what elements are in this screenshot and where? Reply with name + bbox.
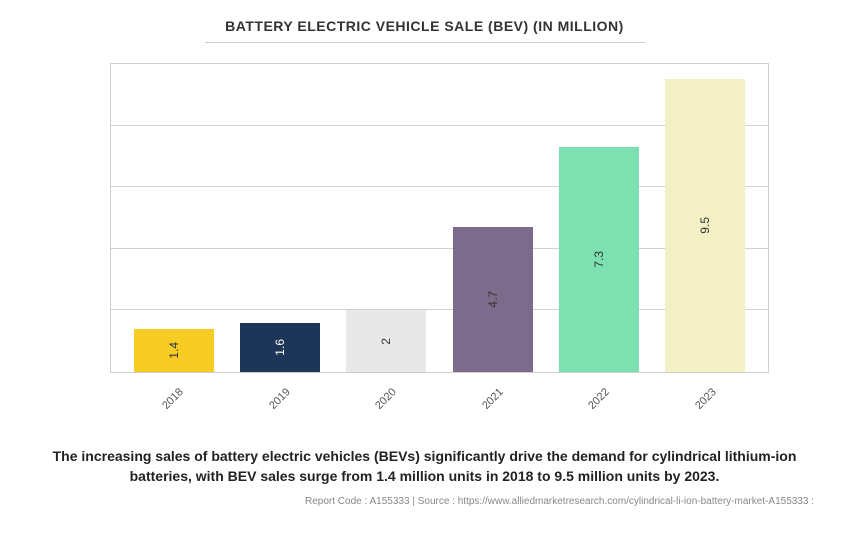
bar: 1.4 [134, 329, 214, 372]
source-url: https://www.alliedmarketresearch.com/cyl… [458, 496, 809, 507]
bar-wrap: 4.7 [453, 64, 533, 372]
bar-wrap: 9.5 [665, 64, 745, 372]
x-axis-label: 2021 [460, 366, 525, 431]
bar-wrap: 7.3 [559, 64, 639, 372]
x-axis-label: 2018 [141, 366, 206, 431]
bar-value-label: 2 [379, 338, 393, 345]
bar: 2 [346, 310, 426, 372]
footer-trailing: : [811, 496, 814, 507]
x-axis-label: 2022 [567, 366, 632, 431]
x-axis-label: 2023 [673, 366, 738, 431]
chart-title: BATTERY ELECTRIC VEHICLE SALE (BEV) (IN … [205, 18, 645, 43]
bars-container: 1.4 1.6 2 4.7 7.3 9.5 [111, 64, 768, 372]
chart-plot-area: 1.4 1.6 2 4.7 7.3 9.5 [110, 63, 769, 373]
report-code-label: Report Code : [305, 496, 369, 507]
bar-value-label: 1.6 [273, 339, 287, 356]
x-axis-label: 2020 [354, 366, 419, 431]
source-label: Source : [418, 496, 458, 507]
bar-wrap: 1.4 [134, 64, 214, 372]
chart-footer: Report Code : A155333 | Source : https:/… [30, 496, 819, 507]
x-axis-labels: 201820192020202120222023 [110, 383, 769, 405]
bar: 7.3 [559, 147, 639, 372]
x-axis-label: 2019 [247, 366, 312, 431]
bar-value-label: 1.4 [167, 342, 181, 359]
bar-value-label: 7.3 [592, 251, 606, 268]
bar: 4.7 [453, 227, 533, 372]
bar: 1.6 [240, 323, 320, 372]
report-code: A155333 [370, 496, 410, 507]
chart-caption: The increasing sales of battery electric… [40, 447, 809, 486]
bar-wrap: 1.6 [240, 64, 320, 372]
bar: 9.5 [665, 79, 745, 372]
bar-value-label: 4.7 [486, 291, 500, 308]
bar-wrap: 2 [346, 64, 426, 372]
bar-value-label: 9.5 [698, 217, 712, 234]
